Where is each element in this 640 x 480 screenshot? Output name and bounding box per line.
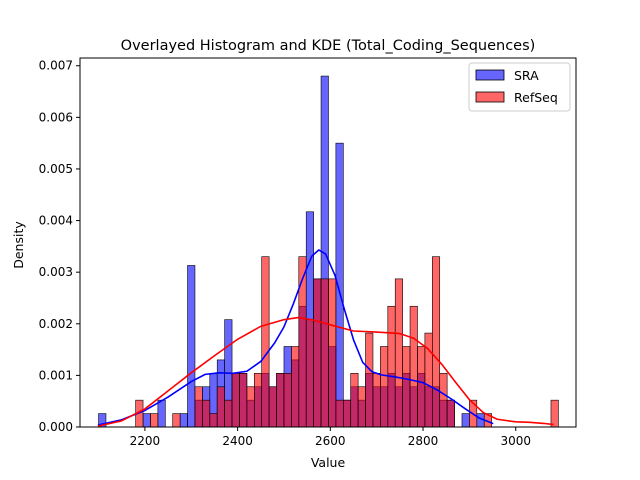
bar-refseq-24: [350, 373, 359, 428]
bar-refseq-17: [298, 256, 307, 428]
legend-swatch-sra: [475, 69, 505, 81]
bar-refseq-16: [291, 346, 300, 428]
legend-label-sra: SRA: [514, 68, 539, 83]
bar-refseq-21: [328, 278, 337, 428]
bar-refseq-25: [357, 386, 366, 428]
kde-line-sra: [97, 249, 494, 426]
axes-layer: 2200 2400 2600 2800 3000 0.000 0.001 0.002 0.003…: [39, 57, 577, 448]
bar-refseq-5: [209, 413, 218, 428]
y-tick-label-0: 0.000: [39, 420, 73, 434]
x-tick-label-1: 2400: [222, 434, 253, 448]
bar-refseq-36: [439, 373, 448, 428]
bar-refseq-3: [194, 386, 203, 428]
bar-refseq-23: [342, 399, 352, 428]
kde-layer: [97, 249, 554, 427]
bar-refseq-32: [409, 305, 418, 428]
bar-refseq-20: [320, 278, 329, 428]
kde-line-refseq: [97, 316, 554, 427]
bar-refseq-12: [261, 256, 270, 428]
bar-refseq-1: [150, 413, 159, 428]
x-tick-label-2: 2600: [315, 434, 346, 448]
bar-refseq-22: [335, 399, 344, 428]
legend: SRA RefSeq: [468, 62, 571, 112]
bar-refseq-13: [268, 386, 277, 428]
y-tick-label-5: 0.005: [39, 162, 73, 176]
x-tick-label-0: 2200: [130, 434, 161, 448]
bar-refseq-35: [431, 256, 441, 428]
chart-title: Overlayed Histogram and KDE (Total_Codin…: [121, 38, 536, 54]
bar-sra-2: [157, 399, 166, 428]
bar-sra-1: [142, 413, 151, 428]
y-tick-label-4: 0.004: [39, 214, 73, 228]
bar-refseq-40: [550, 399, 559, 428]
x-tick-label-4: 3000: [500, 434, 531, 448]
y-axis-label: Density: [11, 221, 26, 269]
bar-sra-3: [179, 413, 188, 428]
bar-refseq-27: [372, 373, 381, 428]
bar-refseq-4: [202, 399, 211, 428]
legend-label-refseq: RefSeq: [514, 90, 558, 105]
bar-refseq-26: [365, 332, 374, 428]
bar-refseq-7: [224, 399, 233, 428]
bar-refseq-2: [172, 413, 181, 428]
y-tick-label-6: 0.006: [39, 110, 73, 124]
bar-refseq-37: [446, 399, 455, 428]
bar-refseq-31: [402, 346, 411, 428]
legend-swatch-refseq: [475, 91, 505, 103]
y-tick-label-2: 0.002: [39, 317, 73, 331]
y-tick-label-1: 0.001: [39, 368, 73, 382]
bar-refseq-19: [313, 278, 322, 428]
bar-refseq-14: [276, 373, 285, 428]
bar-refseq-33: [417, 346, 426, 428]
bar-refseq-6: [216, 386, 225, 428]
x-axis-label: Value: [311, 455, 346, 470]
plot-frame: [79, 57, 577, 428]
bar-refseq-9: [239, 373, 248, 428]
bar-sra-4: [187, 265, 196, 428]
bar-refseq-15: [283, 373, 292, 428]
x-tick-label-3: 2800: [408, 434, 439, 448]
y-tick-label-7: 0.007: [39, 59, 73, 73]
bar-refseq-18: [305, 319, 314, 428]
bar-refseq-28: [380, 346, 389, 428]
bar-sra-40: [461, 413, 470, 428]
bar-refseq-30: [394, 278, 403, 428]
bar-refseq-11: [254, 373, 263, 428]
y-tick-label-3: 0.003: [39, 265, 73, 279]
bar-refseq-8: [231, 373, 240, 428]
bar-refseq-29: [387, 305, 396, 428]
bar-refseq-10: [246, 386, 255, 428]
